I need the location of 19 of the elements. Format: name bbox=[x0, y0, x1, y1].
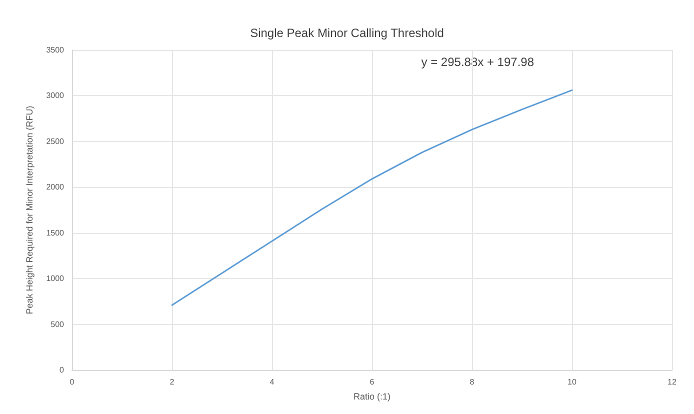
line-series bbox=[171, 89, 573, 306]
x-tick-label: 8 bbox=[470, 378, 475, 386]
chart-title: Single Peak Minor Calling Threshold bbox=[250, 26, 444, 40]
x-tick-label: 0 bbox=[70, 378, 75, 386]
x-tick-label: 10 bbox=[568, 378, 577, 386]
x-tick-label: 2 bbox=[170, 378, 175, 386]
y-tick-label: 2500 bbox=[46, 136, 65, 146]
y-tick-label: 3000 bbox=[46, 91, 65, 100]
y-tick-label: 3500 bbox=[46, 46, 65, 54]
y-tick-label: 2000 bbox=[46, 182, 65, 192]
y-axis-title: Peak Height Required for Minor Interpretation (RFU) bbox=[24, 106, 34, 314]
x-tick-label: 12 bbox=[668, 378, 677, 386]
x-tick-label: 6 bbox=[370, 378, 375, 386]
x-tick-label: 4 bbox=[270, 378, 275, 386]
y-tick-label: 1500 bbox=[46, 228, 65, 238]
y-tick-label: 1000 bbox=[46, 274, 65, 284]
x-axis-title: Ratio (:1) bbox=[353, 392, 391, 402]
y-tick-label: 500 bbox=[50, 320, 65, 329]
y-tick-label: 0 bbox=[60, 366, 65, 374]
